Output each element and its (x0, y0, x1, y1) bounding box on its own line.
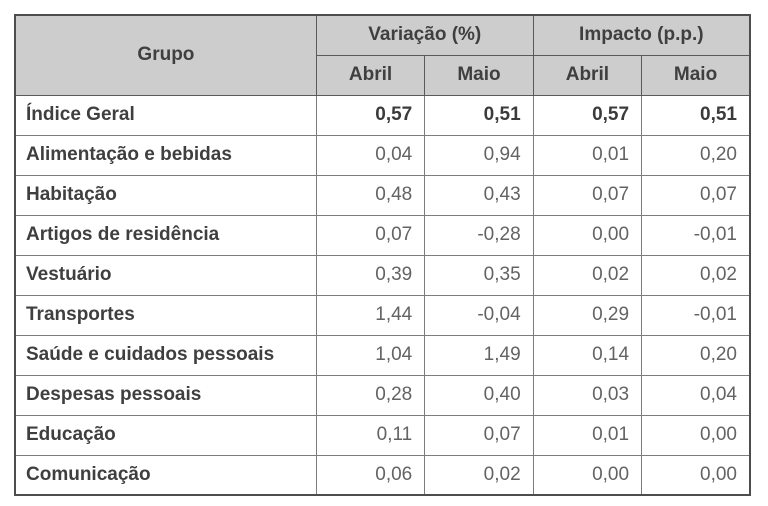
ipca-variation-impact-table: Grupo Variação (%) Impacto (p.p.) Abril … (14, 14, 751, 496)
value-cell: 0,43 (424, 174, 534, 216)
sub-header-impacto-maio: Maio (641, 54, 751, 96)
value-cell: 0,02 (424, 454, 534, 496)
table-row: Alimentação e bebidas 0,04 0,94 0,01 0,20 (14, 134, 751, 176)
value-cell: -0,01 (641, 294, 751, 336)
value-cell: 0,01 (532, 414, 643, 456)
table-row: Vestuário 0,39 0,35 0,02 0,02 (14, 254, 751, 296)
group-cell: Transportes (14, 294, 317, 336)
group-cell: Habitação (14, 174, 317, 216)
value-cell: 0,39 (315, 254, 426, 296)
value-cell: 0,02 (641, 254, 751, 296)
group-cell: Índice Geral (14, 94, 317, 136)
sub-header-variacao-abril: Abril (315, 54, 426, 96)
table-row: Saúde e cuidados pessoais 1,04 1,49 0,14 0,2… (14, 334, 751, 376)
column-group-header-variacao: Variação (%) (315, 14, 534, 56)
value-cell: 0,00 (532, 214, 643, 256)
group-cell: Comunicação (14, 454, 317, 496)
value-cell: -0,01 (641, 214, 751, 256)
value-cell: 0,35 (424, 254, 534, 296)
table-row: Artigos de residência 0,07 -0,28 0,00 -0,01 (14, 214, 751, 256)
value-cell: 0,57 (532, 94, 643, 136)
value-cell: 0,07 (424, 414, 534, 456)
value-cell: 0,29 (532, 294, 643, 336)
value-cell: 0,06 (315, 454, 426, 496)
value-cell: 0,04 (641, 374, 751, 416)
table-row: Despesas pessoais 0,28 0,40 0,03 0,04 (14, 374, 751, 416)
value-cell: 0,00 (532, 454, 643, 496)
table-row: Transportes 1,44 -0,04 0,29 -0,01 (14, 294, 751, 336)
value-cell: 0,00 (641, 414, 751, 456)
value-cell: 0,14 (532, 334, 643, 376)
value-cell: 0,03 (532, 374, 643, 416)
value-cell: 0,20 (641, 334, 751, 376)
group-cell: Alimentação e bebidas (14, 134, 317, 176)
group-cell: Vestuário (14, 254, 317, 296)
group-cell: Educação (14, 414, 317, 456)
value-cell: 1,49 (424, 334, 534, 376)
value-cell: 1,04 (315, 334, 426, 376)
column-group-header-impacto: Impacto (p.p.) (532, 14, 751, 56)
value-cell: 0,07 (315, 214, 426, 256)
value-cell: 0,07 (532, 174, 643, 216)
value-cell: 0,04 (315, 134, 426, 176)
value-cell: -0,28 (424, 214, 534, 256)
group-cell: Despesas pessoais (14, 374, 317, 416)
value-cell: 0,94 (424, 134, 534, 176)
table-header: Grupo Variação (%) Impacto (p.p.) Abril … (14, 14, 751, 96)
value-cell: 0,51 (424, 94, 534, 136)
value-cell: 0,20 (641, 134, 751, 176)
sub-header-impacto-abril: Abril (532, 54, 643, 96)
table-body: Índice Geral 0,57 0,51 0,57 0,51 Alimentação … (14, 94, 751, 496)
table-row: Habitação 0,48 0,43 0,07 0,07 (14, 174, 751, 216)
group-cell: Saúde e cuidados pessoais (14, 334, 317, 376)
value-cell: 0,48 (315, 174, 426, 216)
value-cell: 1,44 (315, 294, 426, 336)
value-cell: 0,02 (532, 254, 643, 296)
value-cell: 0,57 (315, 94, 426, 136)
group-cell: Artigos de residência (14, 214, 317, 256)
value-cell: 0,28 (315, 374, 426, 416)
value-cell: 0,07 (641, 174, 751, 216)
table-row: Comunicação 0,06 0,02 0,00 0,00 (14, 454, 751, 496)
value-cell: 0,11 (315, 414, 426, 456)
value-cell: 0,40 (424, 374, 534, 416)
value-cell: 0,01 (532, 134, 643, 176)
value-cell: 0,51 (641, 94, 751, 136)
sub-header-variacao-maio: Maio (424, 54, 534, 96)
table-row: Índice Geral 0,57 0,51 0,57 0,51 (14, 94, 751, 136)
value-cell: 0,00 (641, 454, 751, 496)
column-header-grupo: Grupo (14, 14, 317, 96)
table-row: Educação 0,11 0,07 0,01 0,00 (14, 414, 751, 456)
value-cell: -0,04 (424, 294, 534, 336)
